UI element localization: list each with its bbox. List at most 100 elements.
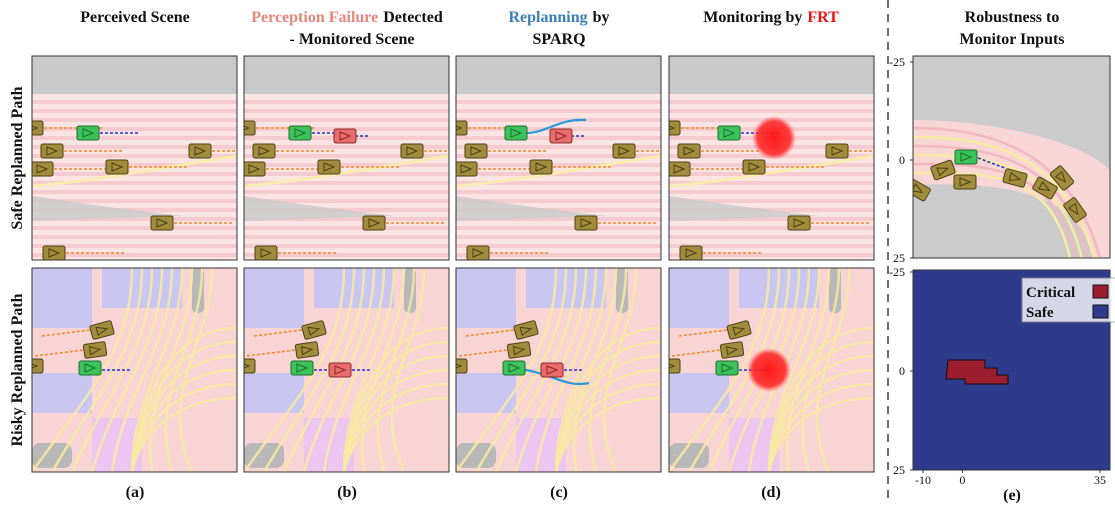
vehicle (788, 216, 810, 230)
offroad (244, 56, 449, 94)
block (32, 268, 92, 328)
header-highlight: Replanning (508, 9, 587, 26)
vehicle (106, 160, 128, 174)
y-tick-label: 25 (893, 463, 905, 477)
vehicle (329, 363, 351, 377)
header-part: Detected (383, 9, 443, 26)
block (669, 373, 729, 413)
vehicle-body (189, 144, 211, 158)
scene-panel (658, 56, 907, 260)
vehicle-body (79, 361, 101, 375)
vehicle-body (467, 246, 489, 260)
vehicle-body (83, 342, 107, 359)
vehicle (505, 126, 527, 140)
offroad (669, 56, 874, 94)
vehicle-body (291, 361, 313, 375)
x-tick-label: 0 (959, 473, 965, 487)
legend-swatch (1093, 285, 1108, 298)
header-highlight: FRT (807, 9, 839, 26)
scene (21, 56, 270, 260)
lane-band (244, 100, 449, 104)
lane-band (669, 190, 874, 194)
panel-label: (b) (337, 484, 357, 501)
vehicle (955, 150, 977, 164)
lane-band (244, 118, 449, 122)
lane-band (32, 118, 237, 122)
scene (658, 56, 907, 260)
vehicle (465, 144, 487, 158)
vehicle (334, 129, 356, 143)
lane-band (244, 109, 449, 113)
scene-panel (21, 56, 270, 260)
vehicle-body (541, 363, 563, 377)
block (244, 373, 304, 413)
vehicle (680, 246, 702, 260)
vehicle-body (550, 129, 572, 143)
vehicle-body (43, 246, 65, 260)
vehicle (401, 144, 423, 158)
vehicle (716, 361, 738, 375)
vehicle (318, 160, 340, 174)
vehicle-body (329, 363, 351, 377)
vehicle (77, 126, 99, 140)
vehicle (668, 162, 690, 176)
row-label: Risky Replanned Path (9, 293, 26, 446)
vehicle-body (41, 144, 63, 158)
scene (0, 268, 237, 472)
header-part: Monitoring by (703, 9, 802, 26)
vehicle (530, 160, 552, 174)
legend: CriticalSafe (1022, 278, 1115, 322)
page: {"headers":{"perceived":"Perceived Scene… (0, 0, 1115, 504)
y-tick-label: 25 (893, 251, 905, 265)
vehicle-body (613, 144, 635, 158)
vehicle-body (530, 160, 552, 174)
scene (233, 56, 482, 260)
x-tick-label: 35 (1094, 473, 1106, 487)
vehicle-body (575, 216, 597, 230)
vehicle (575, 216, 597, 230)
figure: Perceived Scene Perception FailureDetect… (0, 0, 1115, 504)
risk-region (747, 348, 791, 392)
header-part: by (593, 9, 610, 26)
vehicle (43, 246, 65, 260)
header: Monitoring by FRT (703, 9, 839, 26)
header: Replanning by (508, 9, 609, 26)
vehicle (678, 144, 700, 158)
vehicle-body (465, 144, 487, 158)
vehicle-body (743, 160, 765, 174)
header: Robustness to (965, 9, 1060, 26)
lane-band (456, 100, 661, 104)
lane-band (244, 235, 449, 239)
row-label: Safe Replanned Path (9, 86, 26, 229)
scene-panel (233, 56, 482, 260)
vehicle-body (106, 160, 128, 174)
vehicle-body (668, 162, 690, 176)
scene-panel (0, 268, 237, 472)
vehicle (295, 342, 319, 359)
legend-label: Critical (1026, 285, 1075, 301)
vehicle (31, 162, 53, 176)
lane-band (32, 136, 237, 140)
panel-labels: (a)(b)(c)(d)(e) (126, 484, 1021, 504)
block (456, 373, 516, 413)
vehicle-body (363, 216, 385, 230)
scene-panel (445, 56, 694, 260)
vehicle-body (295, 342, 319, 359)
vehicle-body (720, 342, 744, 359)
legend-swatch (1093, 305, 1108, 318)
block (32, 373, 92, 413)
vehicle-body (716, 361, 738, 375)
vehicle-body (255, 246, 277, 260)
lane-band (669, 226, 874, 230)
lane-band (32, 127, 237, 131)
lane-band (456, 235, 661, 239)
y-tick-label: 0 (899, 153, 905, 167)
vehicle (189, 144, 211, 158)
lane-band (456, 226, 661, 230)
vehicle-body (31, 162, 53, 176)
vehicle-body (507, 342, 531, 359)
lane-band (32, 235, 237, 239)
header: Perception FailureDetected (251, 9, 443, 26)
panel-label: (e) (1003, 487, 1021, 504)
headers: Perceived Scene Perception FailureDetect… (80, 9, 1064, 48)
